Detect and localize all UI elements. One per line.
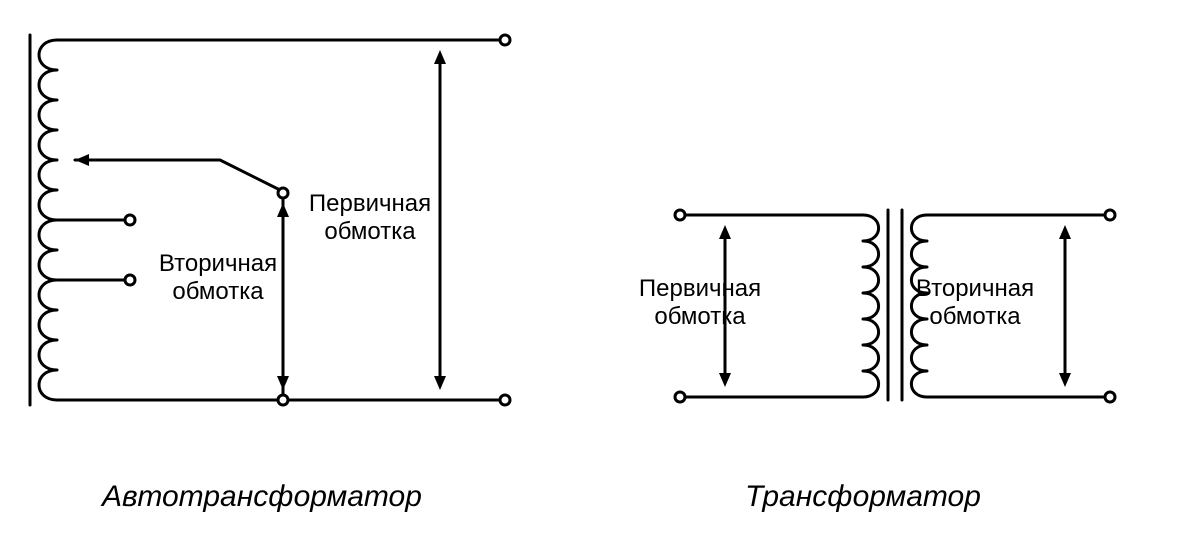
label-line: обмотка xyxy=(324,218,415,245)
label-trans-primary: Первичная обмотка xyxy=(620,275,780,330)
label-line: Вторичная xyxy=(916,275,1034,302)
label-line: Вторичная xyxy=(159,250,277,277)
autotransformer-caption: Автотрансформатор xyxy=(102,480,422,514)
label-auto-primary: Первичная обмотка xyxy=(290,190,450,245)
label-trans-secondary: Вторичная обмотка xyxy=(895,275,1055,330)
label-line: обмотка xyxy=(172,278,263,305)
label-line: Первичная xyxy=(309,190,431,217)
label-line: обмотка xyxy=(654,303,745,330)
transformer-caption: Трансформатор xyxy=(745,480,981,514)
label-line: Первичная xyxy=(639,275,761,302)
label-line: обмотка xyxy=(929,303,1020,330)
label-auto-secondary: Вторичная обмотка xyxy=(138,250,298,305)
